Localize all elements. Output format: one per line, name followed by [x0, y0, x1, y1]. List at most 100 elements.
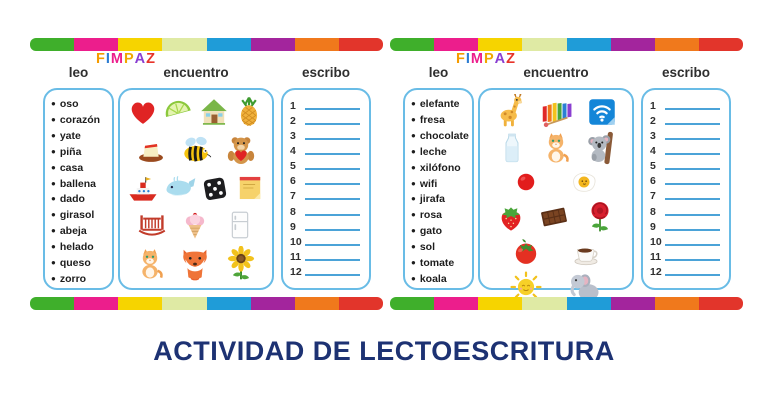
ice-cream-icon [179, 209, 211, 241]
xylophone-icon [538, 93, 576, 131]
write-line-row: 4 [290, 144, 360, 157]
stripe-segment [250, 297, 295, 310]
write-line [665, 228, 720, 231]
write-line-row: 8 [650, 205, 720, 218]
write-line-row: 5 [290, 159, 360, 172]
write-line-row: 1 [290, 99, 360, 112]
decorative-stripe-bottom [30, 297, 383, 310]
logo-letter: P [483, 51, 495, 67]
stripe-segment [610, 38, 655, 51]
stripe-segment [654, 38, 699, 51]
write-line [305, 198, 360, 201]
stripe-segment [30, 297, 75, 310]
write-line-row: 12 [650, 265, 720, 278]
write-line-row: 6 [290, 174, 360, 187]
write-line [665, 258, 720, 261]
word-item: oso [51, 97, 110, 113]
stripe-segment [294, 38, 339, 51]
heart-icon [126, 95, 160, 129]
stripe-segment [434, 38, 479, 51]
write-line-number: 6 [650, 175, 656, 188]
stripe-segment [118, 297, 163, 310]
stripe-segment [698, 297, 743, 310]
lime-icon [161, 95, 195, 129]
write-line-number: 1 [650, 100, 656, 112]
word-item: queso [51, 256, 110, 272]
word-list-box: elefantefresachocolatelechexilófonowifij… [403, 88, 474, 290]
write-line-number: 12 [290, 265, 302, 278]
write-line [665, 243, 720, 246]
stripe-segment [610, 297, 655, 310]
write-line-row: 8 [290, 205, 360, 218]
pictures-box [478, 88, 634, 303]
write-line-row: 11 [650, 250, 720, 263]
word-list-box: osocorazónyatepiñacasaballenadadogirasol… [43, 88, 114, 290]
stripe-segment [478, 297, 523, 310]
write-line-number: 7 [290, 190, 296, 203]
ship-icon [125, 170, 161, 206]
write-line-number: 4 [290, 145, 296, 158]
write-line [665, 108, 720, 110]
write-line-row: 7 [290, 189, 360, 202]
koala-icon [584, 131, 618, 165]
word-item: chocolate [411, 129, 470, 145]
word-item: wifi [411, 177, 470, 193]
crib-icon [136, 209, 168, 241]
word-list: elefantefresachocolatelechexilófonowifij… [405, 90, 472, 288]
write-line-row: 4 [650, 144, 720, 157]
worksheet-panel-left: FIMPAZ leo encuentro escribo osocorazóny… [30, 38, 383, 310]
word-item: piña [51, 145, 110, 161]
column-header-escribo: escribo [661, 65, 711, 80]
stripe-segment [698, 38, 743, 51]
house-icon [197, 95, 231, 129]
word-item: xilófono [411, 161, 470, 177]
milk-bottle-icon [495, 131, 529, 165]
write-line [305, 168, 360, 171]
pineapple-icon [232, 95, 266, 129]
write-line-number: 10 [650, 235, 662, 248]
write-line-row: 7 [650, 189, 720, 202]
write-line-number: 9 [290, 220, 296, 233]
write-line-row: 9 [650, 220, 720, 233]
picture-row [124, 95, 268, 129]
write-line [305, 153, 360, 156]
word-item: gato [411, 224, 470, 240]
write-line-row: 10 [290, 235, 360, 248]
stripe-segment [30, 38, 75, 51]
red-ball-icon [511, 167, 541, 197]
word-item: yate [51, 129, 110, 145]
write-line-number: 4 [650, 145, 656, 158]
stripe-segment [522, 297, 567, 310]
logo-letter: Z [506, 51, 516, 67]
picture-row [484, 93, 628, 131]
worksheet-panel-right: FIMPAZ leo encuentro escribo elefantefre… [390, 38, 743, 310]
word-item: tomate [411, 256, 470, 272]
wifi-icon [585, 95, 619, 129]
tomato-icon [509, 235, 543, 269]
cat-icon [133, 247, 167, 281]
stripe-segment [74, 38, 119, 51]
stripe-segment [162, 38, 207, 51]
word-item: sol [411, 240, 470, 256]
write-line-row: 12 [290, 265, 360, 278]
brand-logo: FIMPAZ [456, 51, 516, 67]
write-line-number: 11 [650, 250, 662, 263]
chocolate-bar-icon [537, 200, 571, 234]
stripe-segment [162, 297, 207, 310]
write-line [665, 123, 720, 126]
brand-logo: FIMPAZ [96, 51, 156, 67]
stripe-segment [338, 38, 383, 51]
picture-row [484, 235, 628, 269]
word-item: fresa [411, 113, 470, 129]
decorative-stripe-bottom [390, 297, 743, 310]
write-line-number: 3 [650, 130, 656, 143]
column-header-escribo: escribo [301, 65, 351, 80]
write-line [305, 228, 360, 231]
write-lines-box: 1 2 3 4 5 6 7 8 9 10 11 12 [641, 88, 731, 290]
write-line-number: 7 [650, 190, 656, 203]
logo-letter: F [456, 51, 466, 67]
stripe-segment [74, 297, 119, 310]
word-item: abeja [51, 224, 110, 240]
decorative-stripe-top [30, 38, 383, 51]
write-lines-box: 1 2 3 4 5 6 7 8 9 10 11 12 [281, 88, 371, 290]
